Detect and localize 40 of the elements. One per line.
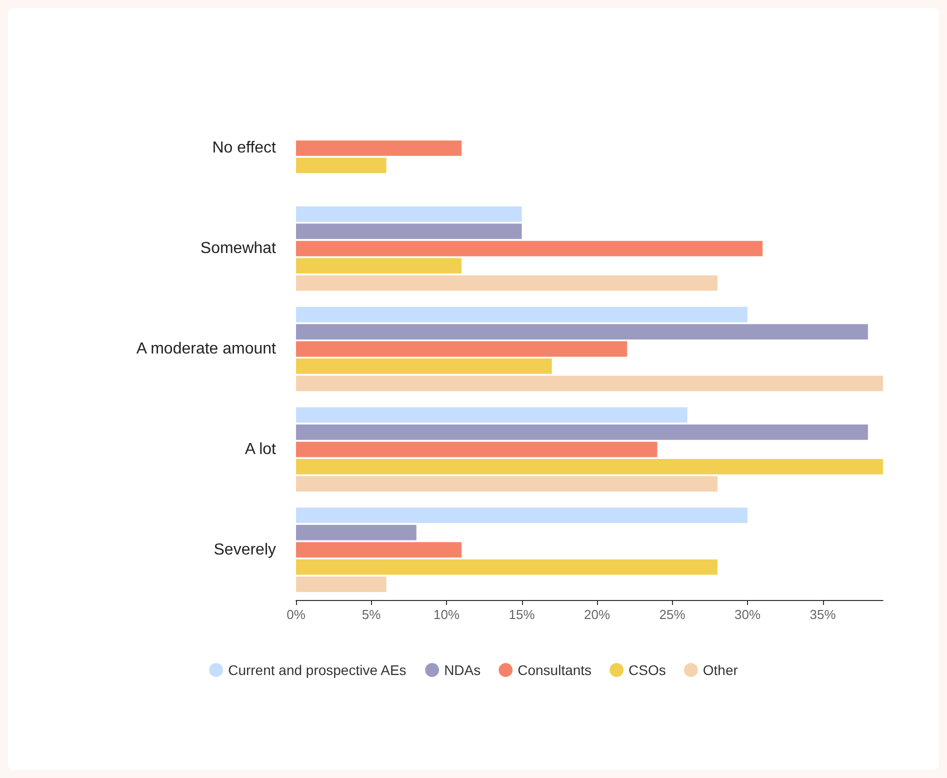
- bar: [296, 524, 416, 540]
- y-tick-label: A lot: [244, 440, 277, 458]
- bar: [296, 306, 748, 322]
- bar: [296, 324, 868, 340]
- y-tick-label: A moderate amount: [136, 340, 277, 358]
- bar: [296, 559, 718, 575]
- x-tick-label: 30%: [734, 607, 761, 622]
- bar: [296, 376, 883, 392]
- x-tick-label: 20%: [584, 607, 610, 622]
- legend-label: Current and prospective AEs: [228, 662, 406, 678]
- bar: [296, 458, 883, 474]
- bar: [296, 158, 386, 174]
- bar: [296, 542, 462, 558]
- bar: [296, 140, 462, 156]
- y-tick-label: Severely: [214, 541, 276, 558]
- bar: [296, 576, 386, 592]
- bar: [296, 206, 522, 222]
- legend-label: Consultants: [518, 662, 592, 678]
- x-tick-label: 0%: [286, 607, 306, 622]
- x-tick-label: 15%: [508, 607, 536, 622]
- bar: [296, 476, 718, 492]
- y-tick-label: Somewhat: [200, 240, 277, 258]
- legend-label: CSOs: [628, 662, 666, 678]
- x-tick-label: 5%: [362, 607, 382, 622]
- bar: [296, 358, 552, 374]
- bar: [296, 508, 748, 524]
- x-tick-label: 25%: [659, 607, 686, 622]
- bar: [296, 341, 628, 357]
- bar: [296, 224, 522, 240]
- bar: [296, 240, 763, 256]
- legend-label: Other: [702, 662, 738, 678]
- bar: [296, 275, 718, 291]
- x-tick-label: 35%: [810, 607, 836, 622]
- bar: [296, 442, 658, 458]
- x-tick-label: 10%: [433, 607, 460, 622]
- legend-label: NDAs: [444, 662, 481, 678]
- bar: [296, 407, 688, 423]
- bar: [296, 424, 868, 440]
- y-tick-label: No effect: [212, 140, 277, 157]
- bar: [296, 258, 462, 274]
